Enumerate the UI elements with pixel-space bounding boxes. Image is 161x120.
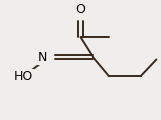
Text: N: N [38,51,47,64]
Text: O: O [76,3,85,16]
Text: HO: HO [14,70,33,83]
